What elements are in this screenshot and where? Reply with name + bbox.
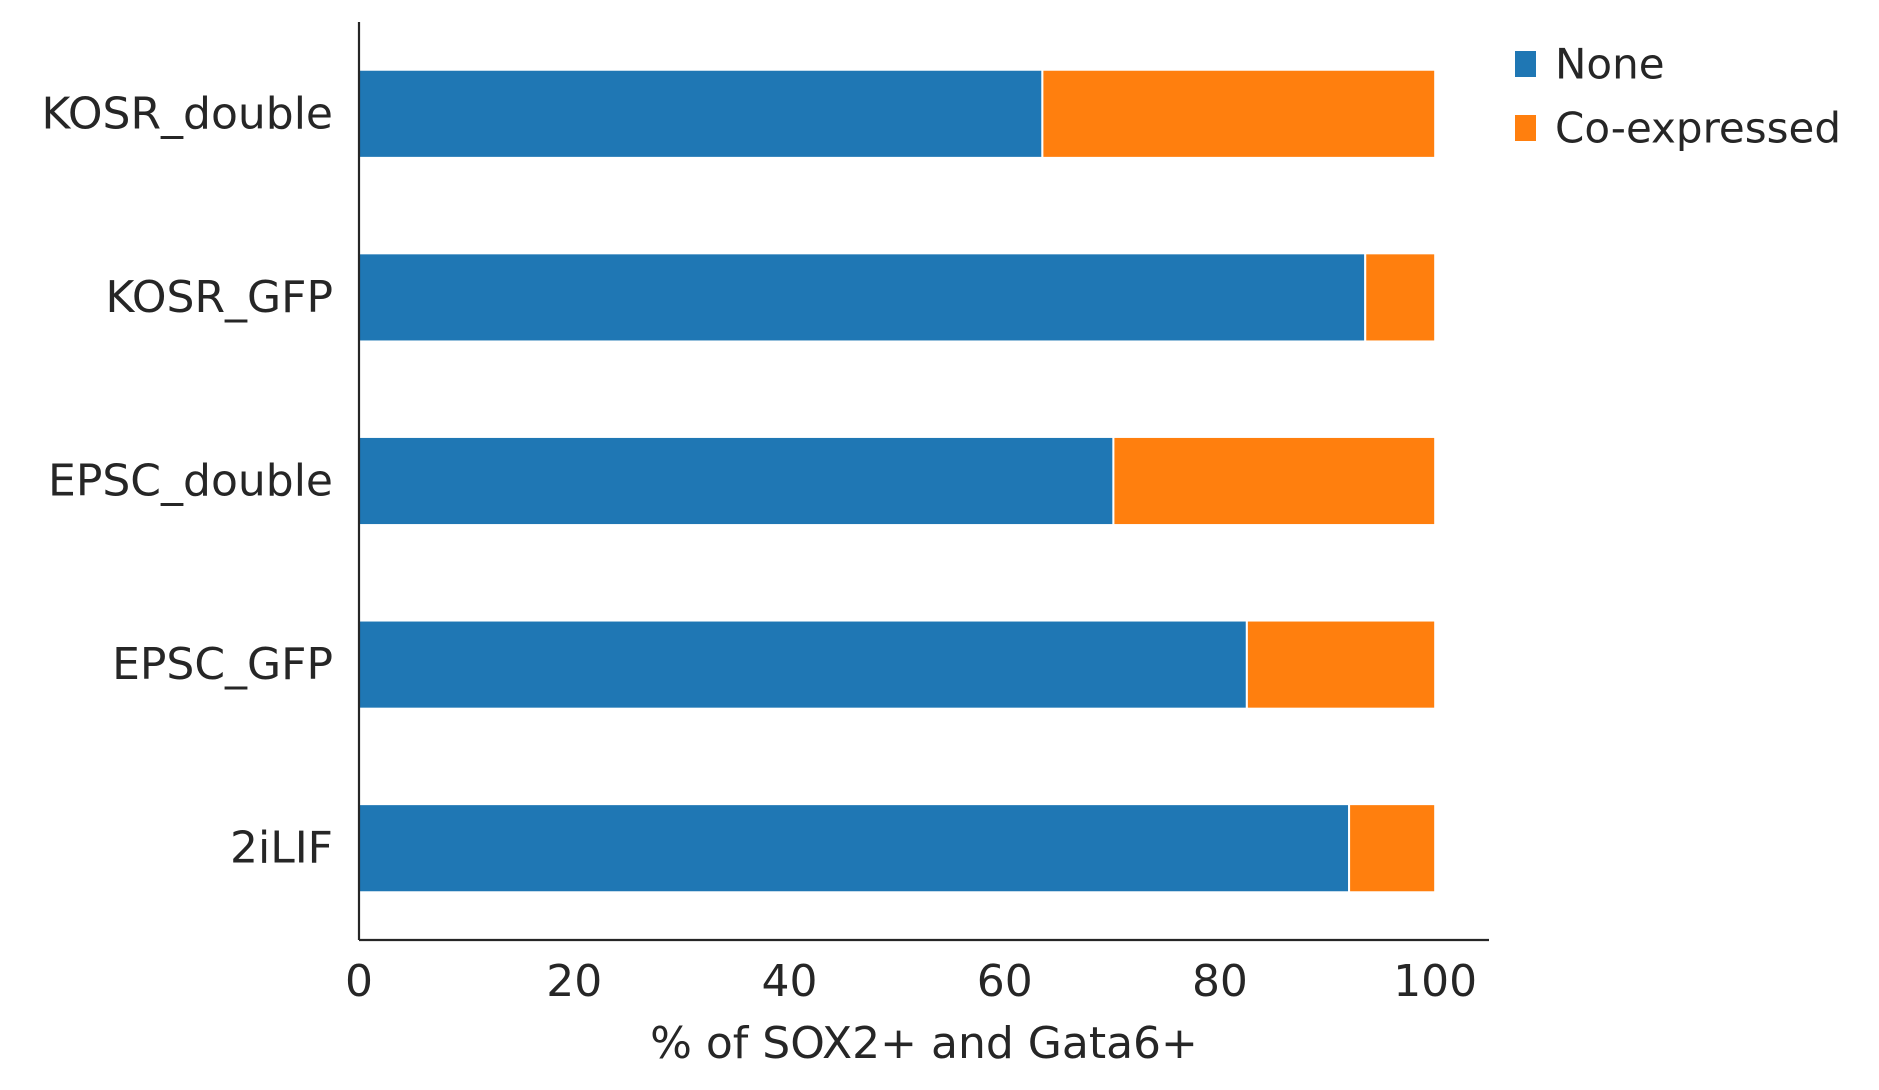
bar-EPSC_double-co-expressed [1112,435,1437,527]
y-tick-label: EPSC_double [48,456,333,507]
x-tick-label: 100 [1393,956,1477,1007]
legend: None Co-expressed [1515,40,1841,153]
bar-EPSC_GFP-co-expressed [1245,619,1437,710]
bar-KOSR_GFP-co-expressed [1364,252,1437,343]
bar-2iLIF-none [358,803,1351,894]
y-tick-labels: KOSR_double KOSR_GFP EPSC_double EPSC_GFP 2i… [41,88,333,873]
x-axis-label: % of SOX2+ and Gata6+ [650,1018,1198,1069]
x-tick-label: 20 [546,956,602,1007]
y-tick-label: 2iLIF [230,823,333,874]
legend-label: None [1555,40,1665,89]
legend-swatch [1515,115,1536,141]
bar-KOSR_double-co-expressed [1041,68,1437,159]
x-tick-label: 80 [1192,956,1248,1007]
y-tick-label: KOSR_double [41,88,333,139]
bar-KOSR_GFP-none [358,252,1367,343]
legend-swatch [1515,51,1536,77]
x-tick-labels: 0 20 40 60 80 100 [345,956,1477,1007]
bar-KOSR_double-none [358,68,1044,159]
y-tick-label: EPSC_GFP [112,639,333,690]
bar-2iLIF-co-expressed [1348,803,1437,894]
bars-layer [358,68,1437,894]
y-tick-label: KOSR_GFP [105,272,333,323]
legend-label: Co-expressed [1555,104,1841,153]
bar-EPSC_double-none [358,435,1115,527]
axes-layer [357,22,1489,942]
bar-EPSC_GFP-none [358,619,1248,710]
x-tick-label: 40 [761,956,817,1007]
x-tick-label: 60 [977,956,1033,1007]
x-tick-label: 0 [345,956,373,1007]
